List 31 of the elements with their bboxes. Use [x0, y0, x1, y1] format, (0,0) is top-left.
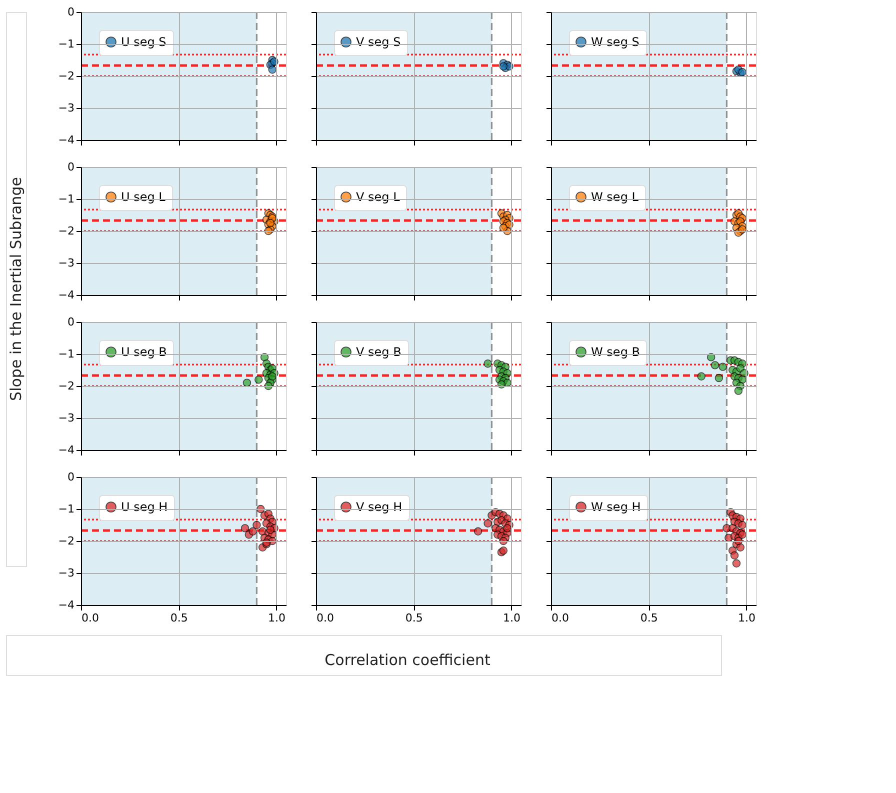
y-tick-label: −2 [58, 534, 74, 548]
y-tick-label: −3 [58, 256, 74, 270]
y-tick-label: −1 [58, 192, 74, 206]
y-tick-label: −4 [58, 134, 74, 146]
y-tick-label: 0 [68, 316, 74, 328]
y-tick-label: −2 [58, 70, 74, 82]
x-axis-title: Correlation coefficient [324, 651, 490, 669]
y-tick-label: −4 [58, 288, 74, 302]
y-tick-label: −2 [58, 380, 74, 392]
y-tick-label: 0 [68, 160, 74, 174]
x-tick-label: 0.5 [170, 612, 188, 624]
y-tick-label: 0 [68, 470, 74, 484]
x-tick-label: 0.0 [82, 612, 99, 624]
x-tick-label: 0.0 [316, 612, 334, 624]
y-tick-label: −2 [58, 224, 74, 238]
x-tick-label: 0.5 [405, 612, 423, 624]
y-tick-label: −3 [58, 102, 74, 114]
x-tick-label: 1.0 [738, 612, 756, 624]
x-tick-label: 1.0 [502, 612, 520, 624]
y-tick-label: −4 [58, 598, 74, 612]
y-axis-title: Slope in the Inertial Subrange [7, 177, 25, 401]
y-tick-label: −1 [58, 38, 74, 50]
x-tick-label: 0.0 [552, 612, 569, 624]
y-tick-label: −4 [58, 444, 74, 456]
y-tick-label: 0 [68, 6, 74, 18]
y-tick-label: −1 [58, 502, 74, 516]
x-tick-label: 1.0 [268, 612, 286, 624]
y-tick-label: −3 [58, 566, 74, 580]
y-tick-label: −3 [58, 412, 74, 424]
y-tick-label: −1 [58, 348, 74, 360]
x-tick-label: 0.5 [640, 612, 658, 624]
